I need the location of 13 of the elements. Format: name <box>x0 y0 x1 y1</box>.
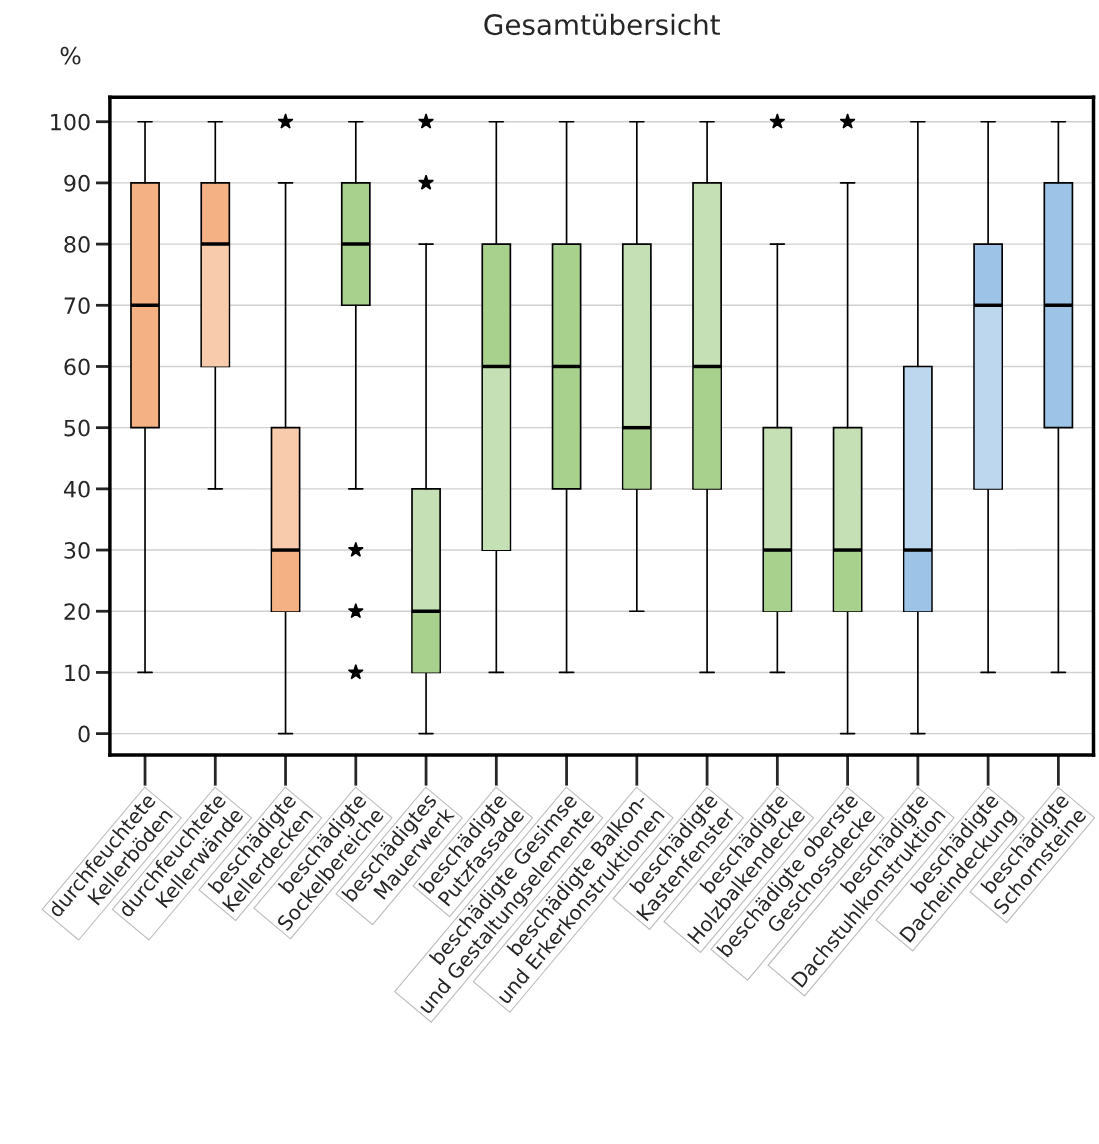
y-tick-label: 60 <box>64 358 90 376</box>
y-tick-label: 70 <box>64 297 90 315</box>
y-tick-label: 90 <box>64 174 90 192</box>
y-tick-label: 10 <box>65 664 90 682</box>
y-tick-label: 50 <box>64 419 90 437</box>
y-axis-title: % <box>60 46 81 65</box>
y-tick-label: 40 <box>63 480 90 498</box>
y-tick-label: 80 <box>64 236 90 253</box>
y-tick-label: 20 <box>64 603 90 620</box>
y-tick-label: 30 <box>64 542 90 559</box>
y-tick-label: 100 <box>51 113 90 131</box>
chart-title: Gesamtübersicht <box>484 13 720 36</box>
y-tick-label: 0 <box>78 725 90 743</box>
